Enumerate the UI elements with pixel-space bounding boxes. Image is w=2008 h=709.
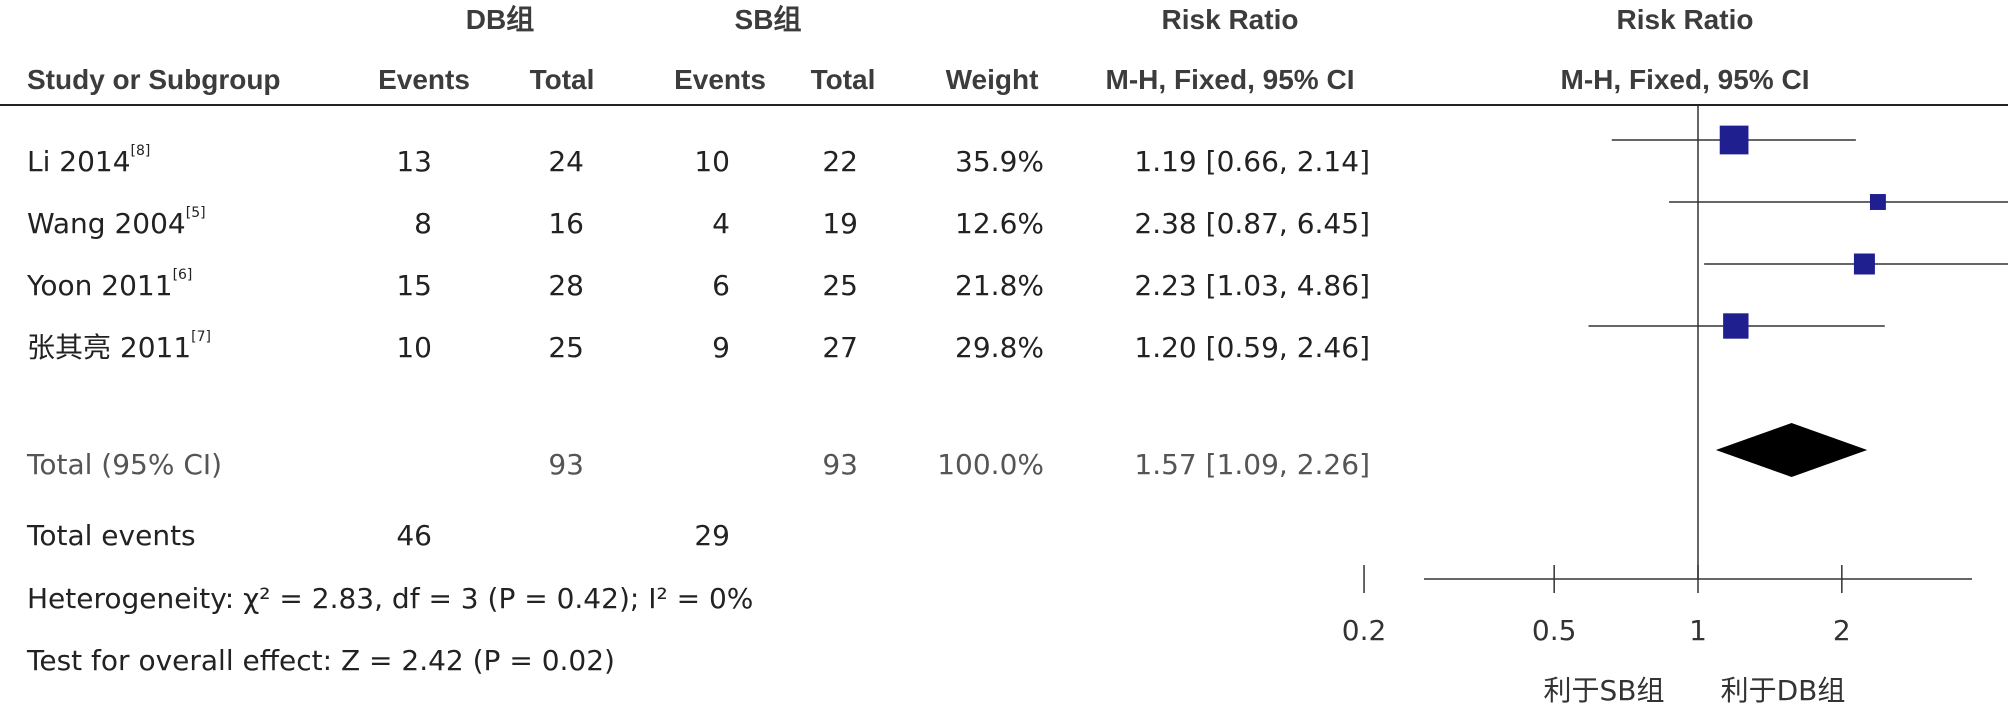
total1-value: 24 (548, 145, 584, 178)
study-name: 张其亮 2011[7] (27, 329, 212, 364)
effect-square (1719, 125, 1749, 155)
events1-value: 10 (396, 331, 432, 364)
events1-column-header: Events (378, 64, 470, 95)
total-events-label: Total events (27, 519, 196, 552)
events1-value: 15 (396, 269, 432, 302)
axis-tick-label: 0.5 (1532, 614, 1577, 647)
heterogeneity-text: Heterogeneity: χ² = 2.83, df = 3 (P = 0.… (27, 582, 754, 615)
header-divider (0, 104, 2008, 106)
favours-left-label: 利于SB组 (1544, 674, 1665, 707)
total2-value: 22 (822, 145, 858, 178)
reference-mark: [8] (130, 143, 151, 159)
study-name: Yoon 2011[6] (27, 267, 193, 302)
events1-value: 8 (414, 207, 432, 240)
ci-value: 2.23 [1.03, 4.86] (1134, 269, 1370, 302)
events1-value: 13 (396, 145, 432, 178)
reference-mark: [6] (172, 267, 193, 283)
weight-column-header: Weight (945, 64, 1039, 95)
total-label: Total (95% CI) (27, 448, 223, 481)
study-name: Wang 2004[5] (27, 205, 206, 240)
pooled-diamond (1715, 423, 1868, 477)
axis-tick-label: 0.2 (1342, 614, 1387, 647)
group2-header: SB组 (734, 4, 802, 35)
total2-value: 19 (822, 207, 858, 240)
overall-effect-text: Test for overall effect: Z = 2.42 (P = 0… (27, 644, 615, 677)
total-events1: 46 (396, 519, 432, 552)
effect-square (1723, 313, 1749, 339)
weight-value: 35.9% (955, 145, 1044, 178)
method-header-right: M-H, Fixed, 95% CI (1560, 64, 1810, 95)
ci-value: 2.38 [0.87, 6.45] (1134, 207, 1370, 240)
study-column-header: Study or Subgroup (27, 64, 281, 95)
weight-value: 12.6% (955, 207, 1044, 240)
total1-value: 16 (548, 207, 584, 240)
events2-value: 6 (712, 269, 730, 302)
ci-value: 1.19 [0.66, 2.14] (1134, 145, 1370, 178)
total1-value: 25 (548, 331, 584, 364)
effect-square (1853, 253, 1875, 275)
events2-value: 4 (712, 207, 730, 240)
total1-column-header: Total (529, 64, 595, 95)
risk-ratio-header-right: Risk Ratio (1616, 4, 1754, 35)
ci-value: 1.20 [0.59, 2.46] (1134, 331, 1370, 364)
events2-column-header: Events (674, 64, 766, 95)
total2-value: 25 (822, 269, 858, 302)
reference-mark: [7] (191, 329, 212, 345)
total-events2: 29 (694, 519, 730, 552)
risk-ratio-header-left: Risk Ratio (1161, 4, 1299, 35)
total2-column-header: Total (810, 64, 876, 95)
total2-sum: 93 (822, 448, 858, 481)
total1-sum: 93 (548, 448, 584, 481)
events2-value: 10 (694, 145, 730, 178)
weight-value: 29.8% (955, 331, 1044, 364)
axis-tick-label: 2 (1833, 614, 1851, 647)
favours-right-label: 利于DB组 (1721, 674, 1846, 707)
total-ci: 1.57 [1.09, 2.26] (1134, 448, 1370, 481)
effect-square (1869, 194, 1886, 210)
weight-value: 21.8% (955, 269, 1044, 302)
total2-value: 27 (822, 331, 858, 364)
group1-header: DB组 (465, 4, 535, 35)
axis-tick-label: 1 (1689, 614, 1707, 647)
reference-mark: [5] (185, 205, 206, 221)
total1-value: 28 (548, 269, 584, 302)
total-weight: 100.0% (937, 448, 1044, 481)
events2-value: 9 (712, 331, 730, 364)
method-header-left: M-H, Fixed, 95% CI (1105, 64, 1355, 95)
study-name: Li 2014[8] (27, 143, 151, 178)
